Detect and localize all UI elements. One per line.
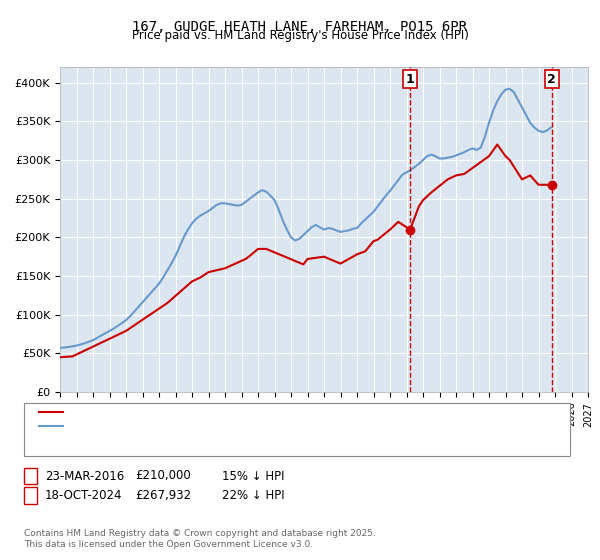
Text: 18-OCT-2024: 18-OCT-2024 bbox=[45, 489, 122, 502]
Text: 15% ↓ HPI: 15% ↓ HPI bbox=[222, 469, 284, 483]
Text: 1: 1 bbox=[406, 73, 415, 86]
Text: 167, GUDGE HEATH LANE, FAREHAM, PO15 6PR (semi-detached house): 167, GUDGE HEATH LANE, FAREHAM, PO15 6PR… bbox=[66, 407, 437, 417]
Text: Price paid vs. HM Land Registry's House Price Index (HPI): Price paid vs. HM Land Registry's House … bbox=[131, 29, 469, 42]
Text: 22% ↓ HPI: 22% ↓ HPI bbox=[222, 489, 284, 502]
Text: HPI: Average price, semi-detached house, Fareham: HPI: Average price, semi-detached house,… bbox=[66, 421, 332, 431]
Text: 1: 1 bbox=[26, 469, 35, 483]
Text: 167, GUDGE HEATH LANE, FAREHAM, PO15 6PR: 167, GUDGE HEATH LANE, FAREHAM, PO15 6PR bbox=[133, 20, 467, 34]
Text: 2: 2 bbox=[26, 489, 35, 502]
Text: £267,932: £267,932 bbox=[135, 489, 191, 502]
Text: 23-MAR-2016: 23-MAR-2016 bbox=[45, 469, 124, 483]
Text: £210,000: £210,000 bbox=[135, 469, 191, 483]
Text: 2: 2 bbox=[547, 73, 556, 86]
Text: Contains HM Land Registry data © Crown copyright and database right 2025.
This d: Contains HM Land Registry data © Crown c… bbox=[24, 529, 376, 549]
